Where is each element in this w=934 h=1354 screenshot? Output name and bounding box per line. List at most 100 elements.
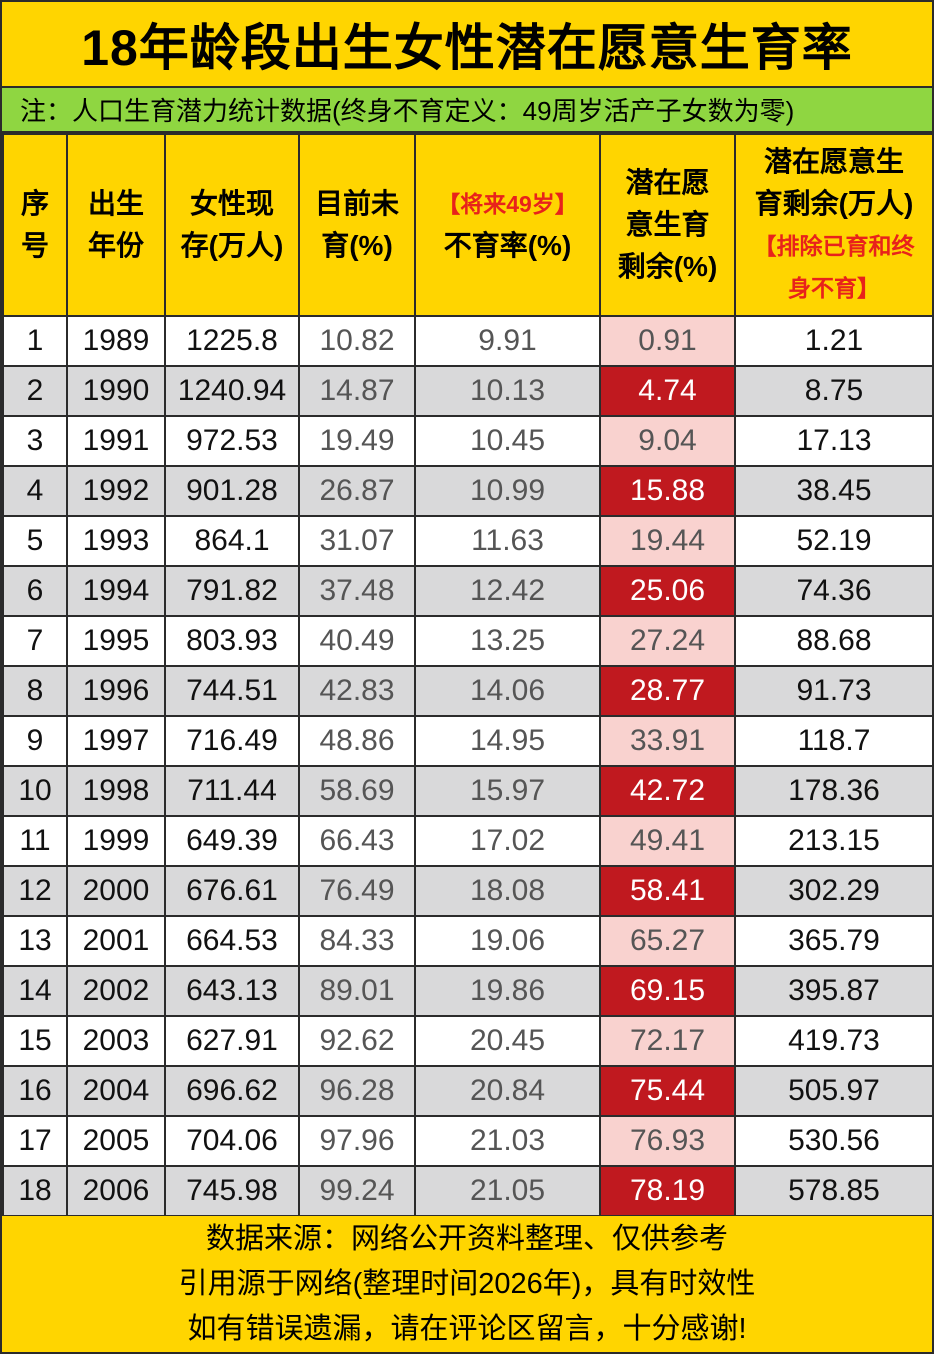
cell-index: 18 bbox=[2, 1165, 68, 1217]
cell-birth-year: 2006 bbox=[66, 1165, 166, 1217]
cell-index: 16 bbox=[2, 1065, 68, 1117]
cell-potential-willing-pct: 19.44 bbox=[599, 515, 736, 567]
cell-female-population: 901.28 bbox=[164, 465, 300, 517]
header-note-red: 【将来49岁】 bbox=[437, 191, 578, 217]
cell-index: 2 bbox=[2, 365, 68, 417]
table-row: 12 2000 676.61 76.49 18.08 58.41 302.29 bbox=[2, 865, 934, 917]
cell-infertility-rate: 18.08 bbox=[414, 865, 601, 917]
cell-infertility-rate: 10.99 bbox=[414, 465, 601, 517]
cell-female-population: 744.51 bbox=[164, 665, 300, 717]
cell-infertility-rate: 14.06 bbox=[414, 665, 601, 717]
cell-potential-willing-pct: 76.93 bbox=[599, 1115, 736, 1167]
data-table: 序 号 出生 年份 女性现 存(万人) 目前未 育(%) 【将来49岁】 不 bbox=[2, 133, 934, 1217]
cell-female-population: 791.82 bbox=[164, 565, 300, 617]
cell-index: 3 bbox=[2, 415, 68, 467]
cell-infertility-rate: 10.45 bbox=[414, 415, 601, 467]
header-birth-year: 出生 年份 bbox=[66, 133, 166, 317]
cell-birth-year: 1997 bbox=[66, 715, 166, 767]
cell-currently-childless: 92.62 bbox=[298, 1015, 416, 1067]
table-body: 1 1989 1225.8 10.82 9.91 0.91 1.21 2 1990 1240.94… bbox=[2, 315, 934, 1217]
cell-potential-willing-count: 118.7 bbox=[734, 715, 934, 767]
header-note-red: 身不育】 bbox=[788, 275, 880, 301]
header-note-red: 【排除已育和终 bbox=[753, 233, 915, 259]
cell-potential-willing-count: 1.21 bbox=[734, 315, 934, 367]
footer-line: 引用源于网络(整理时间2026年)，具有时效性 bbox=[178, 1267, 756, 1300]
header-female-population: 女性现 存(万人) bbox=[164, 133, 300, 317]
table-row: 10 1998 711.44 58.69 15.97 42.72 178.36 bbox=[2, 765, 934, 817]
cell-female-population: 696.62 bbox=[164, 1065, 300, 1117]
cell-index: 13 bbox=[2, 915, 68, 967]
cell-currently-childless: 99.24 bbox=[298, 1165, 416, 1217]
cell-birth-year: 1992 bbox=[66, 465, 166, 517]
cell-potential-willing-pct: 27.24 bbox=[599, 615, 736, 667]
cell-infertility-rate: 20.45 bbox=[414, 1015, 601, 1067]
table-row: 15 2003 627.91 92.62 20.45 72.17 419.73 bbox=[2, 1015, 934, 1067]
table-row: 17 2005 704.06 97.96 21.03 76.93 530.56 bbox=[2, 1115, 934, 1167]
cell-female-population: 704.06 bbox=[164, 1115, 300, 1167]
cell-infertility-rate: 19.86 bbox=[414, 965, 601, 1017]
cell-potential-willing-pct: 78.19 bbox=[599, 1165, 736, 1217]
cell-index: 4 bbox=[2, 465, 68, 517]
cell-female-population: 864.1 bbox=[164, 515, 300, 567]
cell-female-population: 627.91 bbox=[164, 1015, 300, 1067]
cell-potential-willing-pct: 4.74 bbox=[599, 365, 736, 417]
cell-index: 11 bbox=[2, 815, 68, 867]
cell-potential-willing-pct: 9.04 bbox=[599, 415, 736, 467]
cell-potential-willing-count: 91.73 bbox=[734, 665, 934, 717]
cell-infertility-rate: 14.95 bbox=[414, 715, 601, 767]
cell-currently-childless: 76.49 bbox=[298, 865, 416, 917]
cell-potential-willing-count: 419.73 bbox=[734, 1015, 934, 1067]
cell-female-population: 676.61 bbox=[164, 865, 300, 917]
cell-currently-childless: 58.69 bbox=[298, 765, 416, 817]
page-title: 18年龄段出生女性潜在愿意生育率 bbox=[2, 2, 932, 86]
cell-potential-willing-count: 8.75 bbox=[734, 365, 934, 417]
table-header-row: 序 号 出生 年份 女性现 存(万人) 目前未 育(%) 【将来49岁】 不 bbox=[2, 133, 934, 317]
cell-currently-childless: 66.43 bbox=[298, 815, 416, 867]
cell-currently-childless: 84.33 bbox=[298, 915, 416, 967]
cell-infertility-rate: 11.63 bbox=[414, 515, 601, 567]
cell-currently-childless: 10.82 bbox=[298, 315, 416, 367]
cell-currently-childless: 97.96 bbox=[298, 1115, 416, 1167]
cell-potential-willing-pct: 75.44 bbox=[599, 1065, 736, 1117]
cell-potential-willing-pct: 25.06 bbox=[599, 565, 736, 617]
cell-currently-childless: 42.83 bbox=[298, 665, 416, 717]
cell-birth-year: 1990 bbox=[66, 365, 166, 417]
cell-index: 14 bbox=[2, 965, 68, 1017]
cell-potential-willing-count: 365.79 bbox=[734, 915, 934, 967]
cell-female-population: 649.39 bbox=[164, 815, 300, 867]
cell-potential-willing-pct: 49.41 bbox=[599, 815, 736, 867]
cell-potential-willing-pct: 42.72 bbox=[599, 765, 736, 817]
cell-birth-year: 1994 bbox=[66, 565, 166, 617]
cell-index: 8 bbox=[2, 665, 68, 717]
cell-birth-year: 2002 bbox=[66, 965, 166, 1017]
cell-index: 5 bbox=[2, 515, 68, 567]
header-index: 序 号 bbox=[2, 133, 68, 317]
table-row: 1 1989 1225.8 10.82 9.91 0.91 1.21 bbox=[2, 315, 934, 367]
cell-potential-willing-pct: 65.27 bbox=[599, 915, 736, 967]
cell-index: 9 bbox=[2, 715, 68, 767]
cell-female-population: 972.53 bbox=[164, 415, 300, 467]
table-row: 18 2006 745.98 99.24 21.05 78.19 578.85 bbox=[2, 1165, 934, 1217]
cell-birth-year: 2000 bbox=[66, 865, 166, 917]
cell-infertility-rate: 17.02 bbox=[414, 815, 601, 867]
header-potential-willing-pct: 潜在愿 意生育 剩余(%) bbox=[599, 133, 736, 317]
cell-female-population: 716.49 bbox=[164, 715, 300, 767]
cell-infertility-rate: 19.06 bbox=[414, 915, 601, 967]
cell-female-population: 711.44 bbox=[164, 765, 300, 817]
cell-currently-childless: 31.07 bbox=[298, 515, 416, 567]
cell-female-population: 1240.94 bbox=[164, 365, 300, 417]
cell-currently-childless: 96.28 bbox=[298, 1065, 416, 1117]
footer-line: 数据来源：网络公开资料整理、仅供参考 bbox=[205, 1222, 728, 1255]
cell-currently-childless: 19.49 bbox=[298, 415, 416, 467]
cell-potential-willing-pct: 69.15 bbox=[599, 965, 736, 1017]
cell-potential-willing-pct: 0.91 bbox=[599, 315, 736, 367]
table-row: 4 1992 901.28 26.87 10.99 15.88 38.45 bbox=[2, 465, 934, 517]
cell-birth-year: 2005 bbox=[66, 1115, 166, 1167]
cell-infertility-rate: 20.84 bbox=[414, 1065, 601, 1117]
note-banner: 注：人口生育潜力统计数据(终身不育定义：49周岁活产子女数为零) bbox=[2, 88, 932, 131]
table-row: 14 2002 643.13 89.01 19.86 69.15 395.87 bbox=[2, 965, 934, 1017]
table-row: 3 1991 972.53 19.49 10.45 9.04 17.13 bbox=[2, 415, 934, 467]
cell-potential-willing-count: 74.36 bbox=[734, 565, 934, 617]
cell-birth-year: 1993 bbox=[66, 515, 166, 567]
